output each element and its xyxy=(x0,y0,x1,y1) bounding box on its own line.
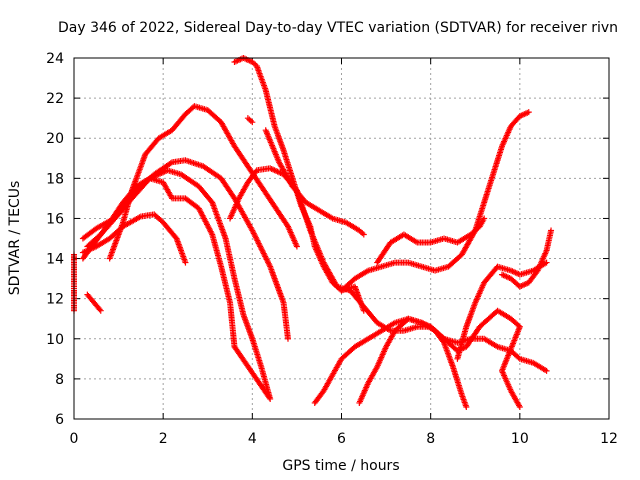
x-tick-label: 6 xyxy=(337,431,346,447)
x-tick-label: 10 xyxy=(511,431,529,447)
x-tick-label: 4 xyxy=(248,431,257,447)
grid-lines xyxy=(74,58,609,419)
plot-frame xyxy=(73,57,610,420)
x-tick-label: 12 xyxy=(600,431,618,447)
data-point xyxy=(543,259,550,266)
data-point xyxy=(543,367,550,374)
data-point xyxy=(167,160,174,167)
x-axis-label: GPS time / hours xyxy=(282,458,399,474)
y-tick-label: 24 xyxy=(46,51,64,67)
y-tick-label: 6 xyxy=(55,412,64,428)
data-point xyxy=(244,115,251,122)
data-point xyxy=(293,243,300,250)
y-tick-label: 18 xyxy=(46,171,64,187)
x-tick-label: 2 xyxy=(159,431,168,447)
data-point xyxy=(360,307,367,314)
y-tick-label: 10 xyxy=(46,332,64,348)
data-point xyxy=(360,231,367,238)
y-axis-label: SDTVAR / TECUs xyxy=(7,181,23,296)
data-point xyxy=(285,335,291,342)
data-point xyxy=(548,227,555,234)
y-tick-label: 22 xyxy=(46,91,64,107)
x-tick-label: 8 xyxy=(426,431,435,447)
data-point xyxy=(96,306,103,313)
y-tick-label: 12 xyxy=(46,292,64,308)
y-tick-label: 16 xyxy=(46,211,64,227)
y-tick-label: 8 xyxy=(55,372,64,388)
chart-title: Day 346 of 2022, Sidereal Day-to-day VTE… xyxy=(58,20,618,36)
data-point xyxy=(182,259,189,266)
data-point xyxy=(463,403,470,410)
data-point xyxy=(231,343,238,350)
data-point xyxy=(97,307,104,314)
data-point xyxy=(525,109,532,116)
x-tick-label: 0 xyxy=(70,431,79,447)
y-tick-label: 14 xyxy=(46,252,64,268)
y-tick-label: 20 xyxy=(46,131,64,147)
data-points xyxy=(71,55,555,410)
data-point xyxy=(516,403,523,410)
data-point xyxy=(481,215,488,222)
data-point xyxy=(232,345,239,352)
